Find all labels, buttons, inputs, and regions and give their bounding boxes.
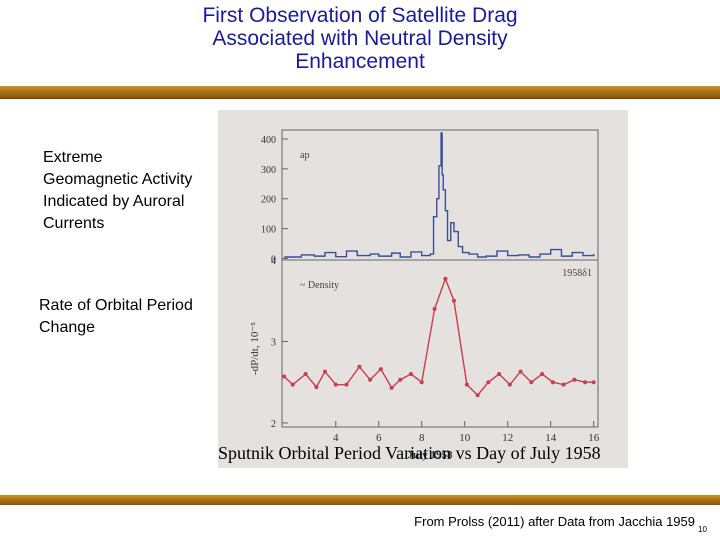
density-panel-data-point bbox=[497, 372, 502, 377]
density-panel-data-point bbox=[475, 393, 480, 398]
density-panel-ytick-label: 4 bbox=[271, 256, 276, 267]
density-panel-data-point bbox=[561, 382, 566, 387]
geomagnetic-activity-label: Extreme Geomagnetic Activity Indicated b… bbox=[43, 149, 193, 232]
density-panel-data-point bbox=[572, 377, 577, 382]
ap-panel-ytick-label: 0 bbox=[271, 255, 276, 266]
density-panel-data-point bbox=[507, 382, 512, 387]
density-panel-xtick-label: 4 bbox=[333, 432, 339, 444]
density-panel-ytick-label: 2 bbox=[271, 419, 276, 430]
density-panel-xtick-label: 10 bbox=[459, 432, 471, 444]
density-panel-xlabel: July 1958 bbox=[408, 449, 453, 461]
density-panel-data-point bbox=[451, 298, 456, 303]
source-citation: From Prolss (2011) after Data from Jacch… bbox=[414, 514, 695, 529]
ap-panel-ytick-label: 100 bbox=[261, 225, 276, 236]
density-panel-data-point bbox=[591, 380, 596, 385]
header-bar bbox=[0, 86, 720, 98]
density-panel-data-point bbox=[368, 377, 373, 382]
density-panel-xtick-label: 12 bbox=[502, 432, 513, 444]
density-panel-data-point bbox=[333, 382, 338, 387]
density-panel-data-point bbox=[378, 367, 383, 372]
sputnik-drag-figure: 0 100 200 300 400 ap 1958δ1 2 3 4 4 6 8 10 12 14 16 ~ De… bbox=[218, 110, 628, 468]
density-panel-xtick-label: 16 bbox=[588, 432, 600, 444]
density-panel-data-point bbox=[583, 380, 588, 385]
density-panel-ylabel: -dP/dt, 10⁻⁵ bbox=[249, 322, 261, 375]
density-panel-data-point bbox=[303, 372, 308, 377]
density-panel-xtick-label: 14 bbox=[545, 432, 557, 444]
slide-title: First Observation of Satellite Drag Asso… bbox=[90, 4, 630, 73]
figure-background bbox=[218, 110, 628, 468]
orbital-period-label: Rate of Orbital Period Change bbox=[39, 297, 193, 336]
density-panel-data-point bbox=[322, 369, 327, 374]
ap-panel-ytick-label: 300 bbox=[261, 165, 276, 176]
header-bar-shadow bbox=[0, 98, 720, 99]
title-line-3: Enhancement bbox=[295, 50, 425, 73]
density-panel-data-point bbox=[398, 377, 403, 382]
density-panel-data-point bbox=[464, 382, 469, 387]
density-panel-data-point bbox=[389, 385, 394, 390]
ap-panel-annotation: 1958δ1 bbox=[562, 268, 592, 279]
density-panel-data-point bbox=[314, 385, 319, 390]
density-panel-data-point bbox=[357, 364, 362, 369]
density-panel-data-point bbox=[432, 306, 437, 311]
density-panel-frame bbox=[281, 259, 599, 428]
density-panel-xtick-label: 8 bbox=[419, 432, 425, 444]
ap-panel-legend: ap bbox=[300, 150, 309, 161]
title-line-1: First Observation of Satellite Drag bbox=[202, 4, 518, 27]
density-panel: 2 3 4 4 6 8 10 12 14 16 ~ Density July 1958 -dP/dt, … bbox=[249, 256, 600, 461]
density-panel-data-point bbox=[419, 380, 424, 385]
density-panel-data-point bbox=[344, 382, 349, 387]
ap-panel-ytick-label: 200 bbox=[261, 195, 276, 206]
figure-caption: Sputnik Orbital Period Variation vs Day … bbox=[218, 443, 601, 463]
density-panel-data-point bbox=[550, 380, 555, 385]
density-panel-legend: ~ Density bbox=[300, 280, 339, 291]
density-panel-data-point bbox=[518, 369, 523, 374]
density-panel-xtick-label: 6 bbox=[376, 432, 382, 444]
title-line-2: Associated with Neutral Density bbox=[212, 27, 508, 50]
density-panel-data-point bbox=[282, 374, 287, 379]
density-panel-data-point bbox=[540, 372, 545, 377]
density-panel-series-line bbox=[283, 276, 594, 397]
footer-bar bbox=[0, 495, 720, 505]
density-panel-ytick-label: 3 bbox=[271, 337, 276, 348]
density-panel-data-point bbox=[529, 380, 534, 385]
density-panel-data-point bbox=[443, 276, 448, 281]
density-panel-data-point bbox=[486, 380, 491, 385]
page-number: 10 bbox=[698, 525, 707, 534]
ap-panel-series-line bbox=[284, 132, 595, 258]
density-panel-data-point bbox=[408, 372, 413, 377]
ap-panel-ytick-label: 400 bbox=[261, 135, 276, 146]
density-panel-data-point bbox=[290, 382, 295, 387]
